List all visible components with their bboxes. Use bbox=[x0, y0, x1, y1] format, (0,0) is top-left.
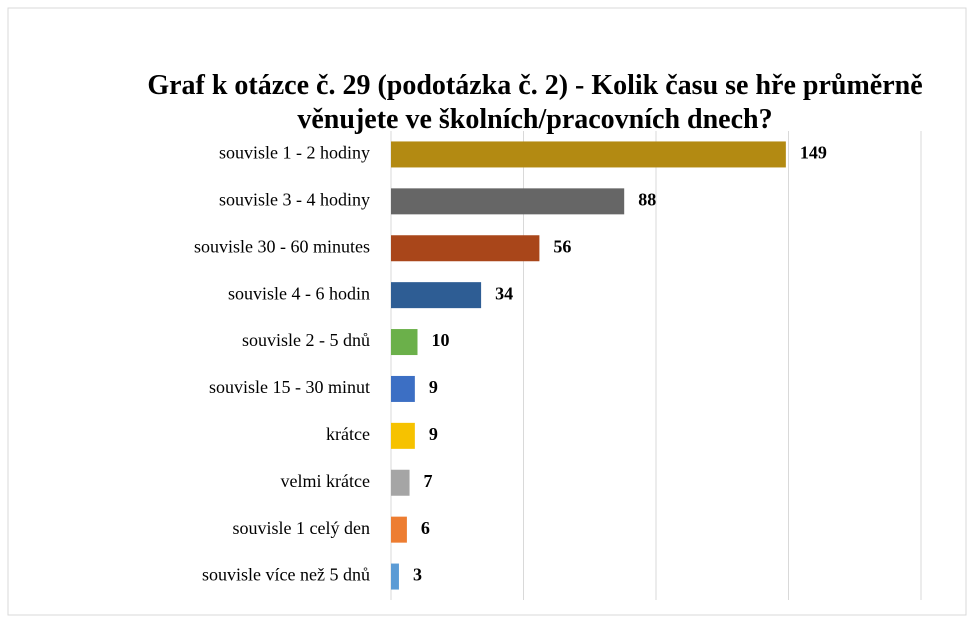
data-label: 9 bbox=[429, 377, 438, 397]
y-tick-label: souvisle více než 5 dnů bbox=[202, 565, 370, 585]
bar bbox=[391, 188, 625, 215]
bar bbox=[391, 563, 399, 590]
bar bbox=[391, 235, 540, 262]
data-label: 7 bbox=[424, 471, 433, 491]
bar bbox=[391, 469, 410, 496]
y-tick-label: souvisle 1 - 2 hodiny bbox=[219, 143, 370, 163]
y-tick-label: souvisle 2 - 5 dnů bbox=[242, 330, 370, 350]
bar bbox=[391, 422, 415, 449]
chart-border bbox=[7, 7, 967, 616]
bar bbox=[391, 375, 415, 402]
data-label: 3 bbox=[413, 565, 422, 585]
bar bbox=[391, 516, 407, 543]
data-label: 56 bbox=[553, 236, 571, 256]
data-label: 9 bbox=[429, 424, 438, 444]
data-label: 10 bbox=[432, 330, 450, 350]
data-label: 34 bbox=[495, 283, 513, 303]
y-tick-label: velmi krátce bbox=[281, 471, 370, 491]
y-tick-label: souvisle 30 - 60 minutes bbox=[194, 236, 370, 256]
data-label: 6 bbox=[421, 518, 430, 538]
bar bbox=[391, 329, 418, 356]
y-tick-label: krátce bbox=[326, 424, 370, 444]
y-tick-label: souvisle 4 - 6 hodin bbox=[228, 283, 370, 303]
chart-title: Graf k otázce č. 29 (podotázka č. 2) - K… bbox=[147, 70, 922, 135]
bar bbox=[391, 282, 482, 309]
y-tick-label: souvisle 3 - 4 hodiny bbox=[219, 189, 370, 209]
y-tick-label: souvisle 15 - 30 minut bbox=[209, 377, 370, 397]
data-label: 149 bbox=[800, 143, 827, 163]
y-tick-label: souvisle 1 celý den bbox=[233, 518, 370, 538]
data-label: 88 bbox=[638, 189, 656, 209]
bar bbox=[391, 141, 786, 168]
